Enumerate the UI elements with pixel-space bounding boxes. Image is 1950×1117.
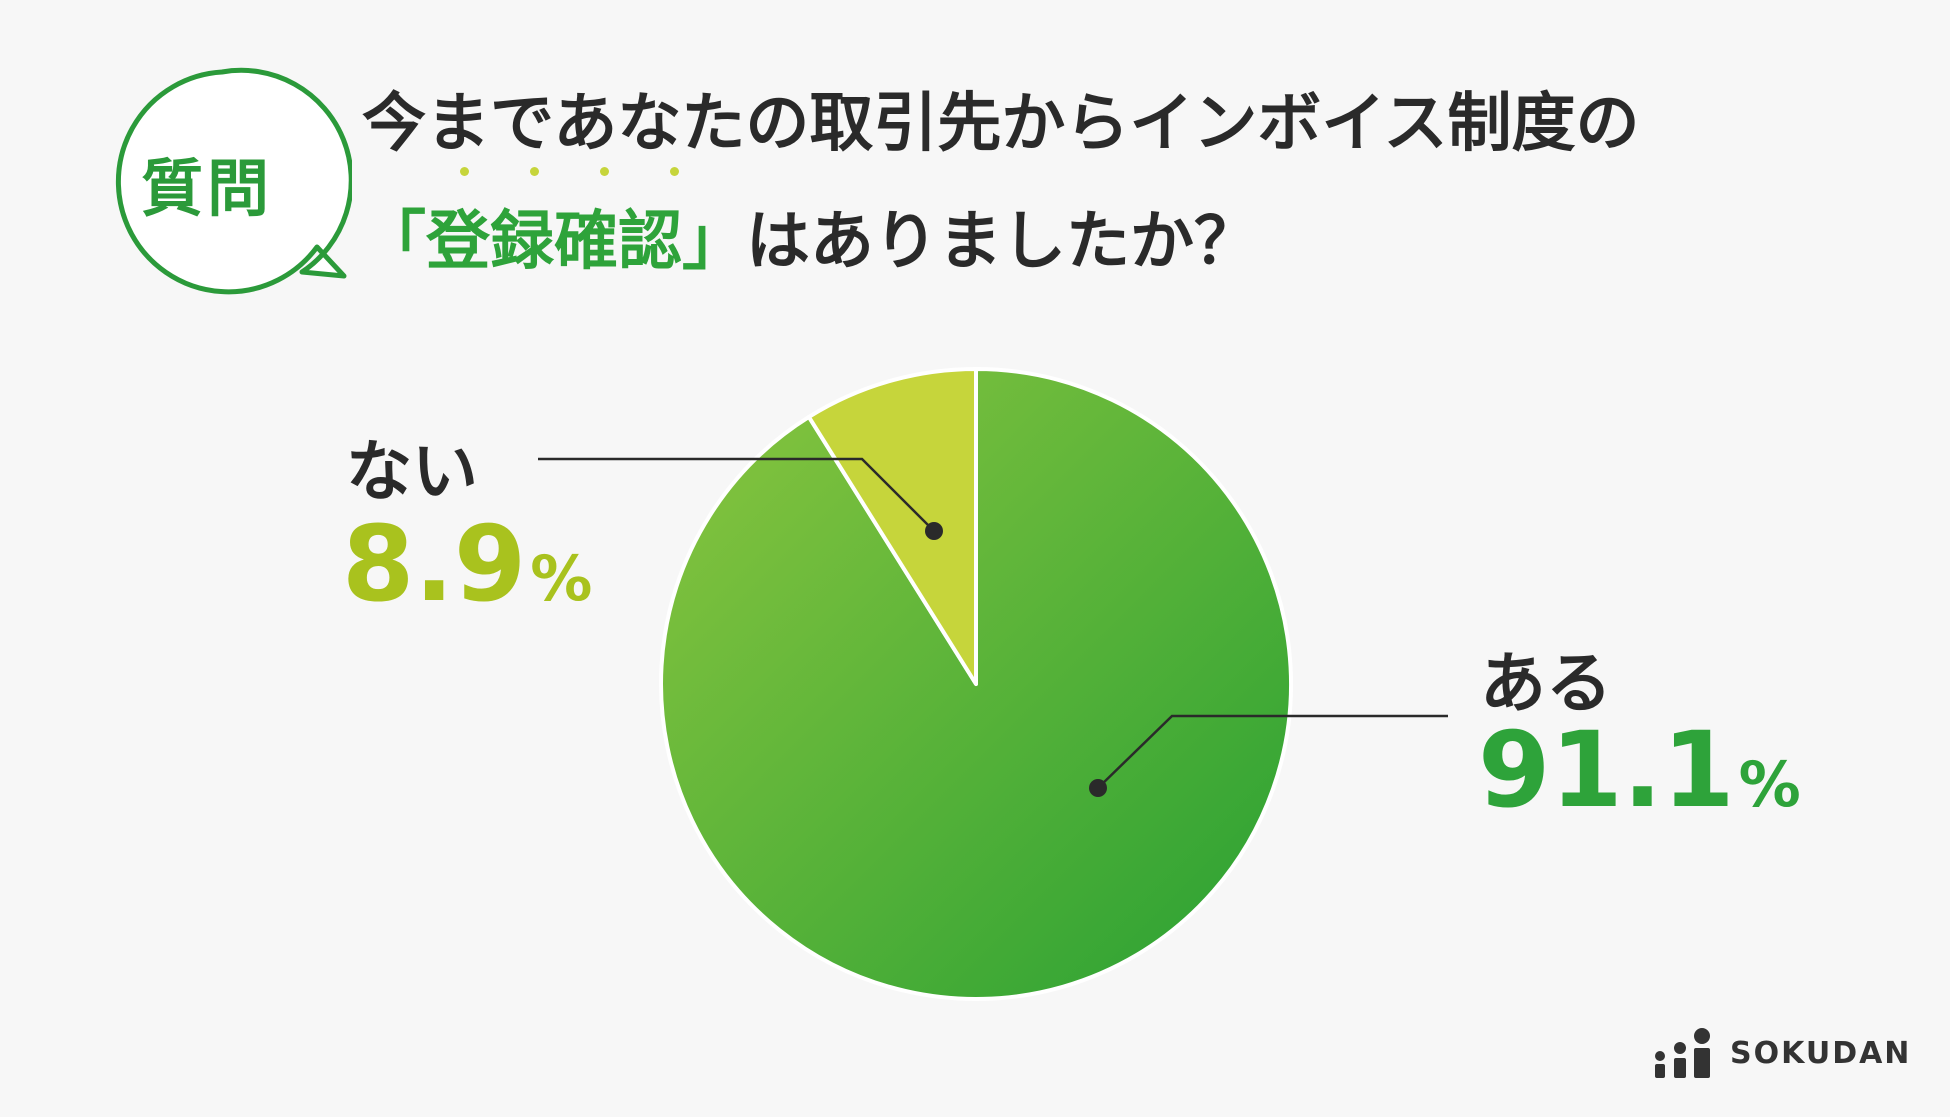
emphasis-dots [426, 167, 682, 187]
leader-line-yes-dot [1089, 779, 1107, 797]
title-highlight: 登録確認 [426, 167, 682, 279]
title-line-2: 「登録確認」はありましたか？ [362, 167, 1258, 274]
label-no-name: ない [346, 433, 478, 510]
pie-slice-no [806, 367, 978, 686]
label-no-value: 8.9% [342, 503, 593, 625]
label-yes-value: 91.1% [1478, 709, 1801, 831]
title-rest: はありましたか？ [746, 205, 1258, 279]
label-yes-name: ある [1480, 645, 1612, 722]
leader-line-no [538, 457, 935, 532]
title-line-1: 今まであなたの取引先からインボイス制度の [362, 87, 1640, 161]
brand-name: SOKUDAN [1730, 1036, 1912, 1071]
sokudan-logo-icon [1655, 1028, 1710, 1078]
badge-label: 質問 [140, 152, 273, 225]
leader-line-yes [1097, 714, 1448, 789]
question-badge [115, 67, 352, 295]
title-bracket-close: 」 [682, 205, 746, 279]
leader-line-no-dot [925, 522, 943, 540]
title-bracket-open: 「 [362, 205, 426, 279]
